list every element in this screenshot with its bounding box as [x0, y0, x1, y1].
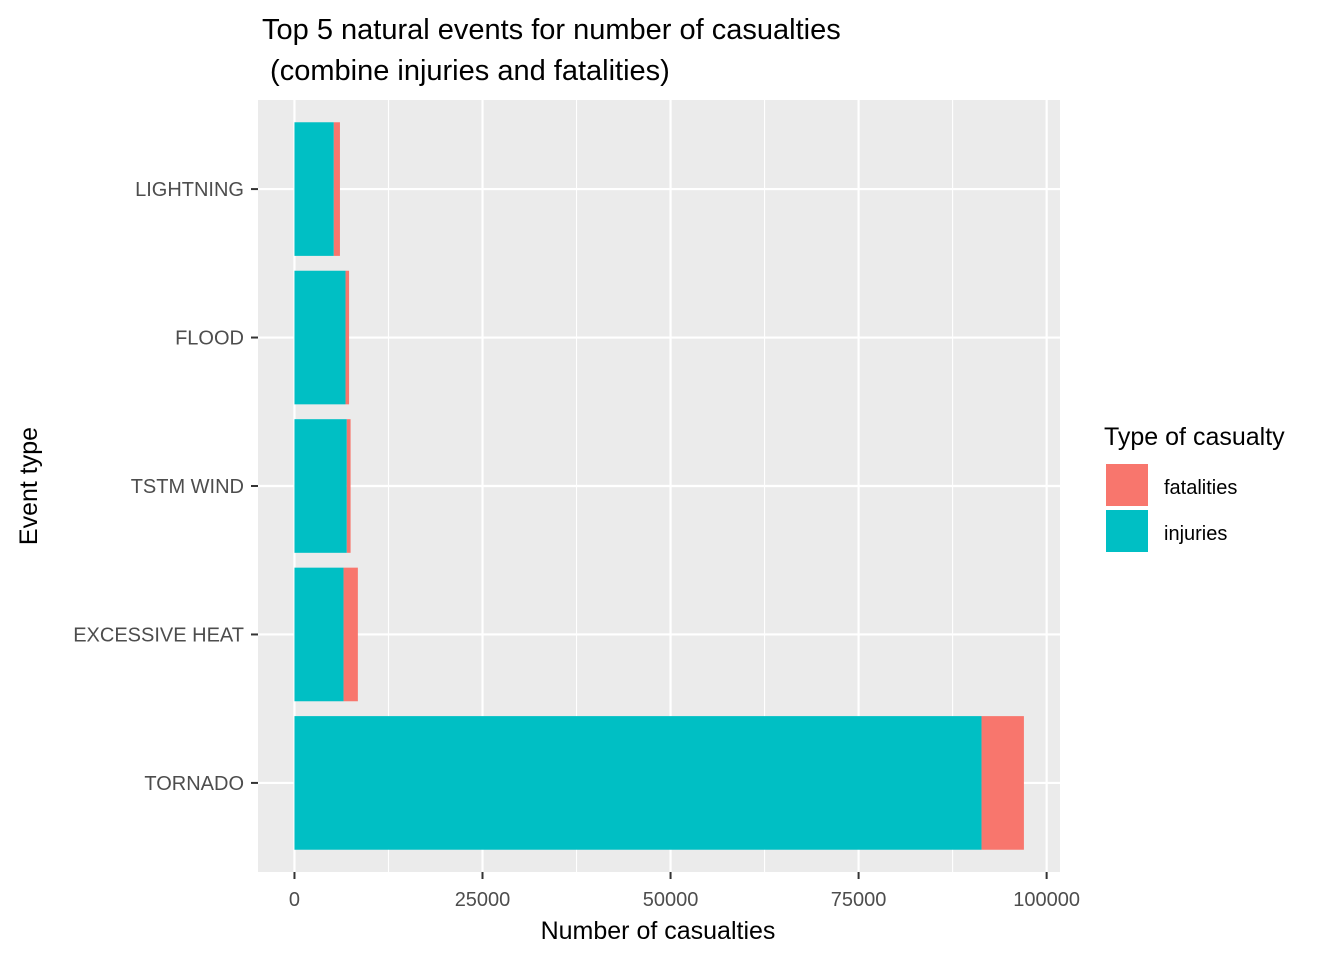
chart-title-line-2: (combine injuries and fatalities): [262, 55, 670, 87]
y-tick-label-flood: FLOOD: [175, 328, 244, 350]
legend-key-injuries: [1106, 510, 1148, 552]
y-axis: TORNADO EXCESSIVE HEAT TSTM WIND FLOOD LIGHT…: [73, 179, 258, 795]
bar-lightning-fatalities: [333, 122, 340, 256]
y-axis-title: Event type: [15, 427, 43, 545]
bar-excessive-heat-injuries: [294, 567, 344, 702]
x-tick-label: 50000: [643, 889, 699, 911]
y-tick-label-tornado: TORNADO: [144, 773, 244, 795]
x-axis-title: Number of casualties: [541, 917, 776, 945]
x-tick-label: 25000: [455, 889, 511, 911]
legend: Type of casualty fatalities injuries: [1104, 423, 1285, 552]
bar-excessive-heat-fatalities: [343, 567, 358, 702]
bar-tornado-injuries: [294, 716, 982, 850]
x-tick-label: 75000: [831, 889, 887, 911]
bar-flood-injuries: [294, 270, 346, 405]
bar-flood-fatalities: [345, 270, 350, 405]
bar-tornado-fatalities: [981, 716, 1024, 850]
bar-lightning-injuries: [294, 122, 334, 256]
legend-key-fatalities: [1106, 464, 1148, 506]
legend-title: Type of casualty: [1104, 423, 1285, 451]
x-tick-label: 0: [289, 889, 300, 911]
x-axis: 0 25000 50000 75000 100000: [289, 872, 1080, 911]
x-tick-label: 100000: [1013, 889, 1080, 911]
legend-label-fatalities: fatalities: [1164, 477, 1237, 499]
bar-tstm-wind-fatalities: [346, 419, 351, 553]
chart-title: Top 5 natural events for number of casua…: [262, 14, 841, 87]
bars: [294, 122, 1024, 850]
y-tick-label-excessive-heat: EXCESSIVE HEAT: [73, 624, 244, 646]
y-tick-label-lightning: LIGHTNING: [135, 179, 244, 201]
bar-tstm-wind-injuries: [294, 419, 347, 553]
chart-title-line-1: Top 5 natural events for number of casua…: [262, 14, 841, 46]
legend-label-injuries: injuries: [1164, 523, 1227, 545]
y-tick-label-tstm-wind: TSTM WIND: [131, 476, 244, 498]
